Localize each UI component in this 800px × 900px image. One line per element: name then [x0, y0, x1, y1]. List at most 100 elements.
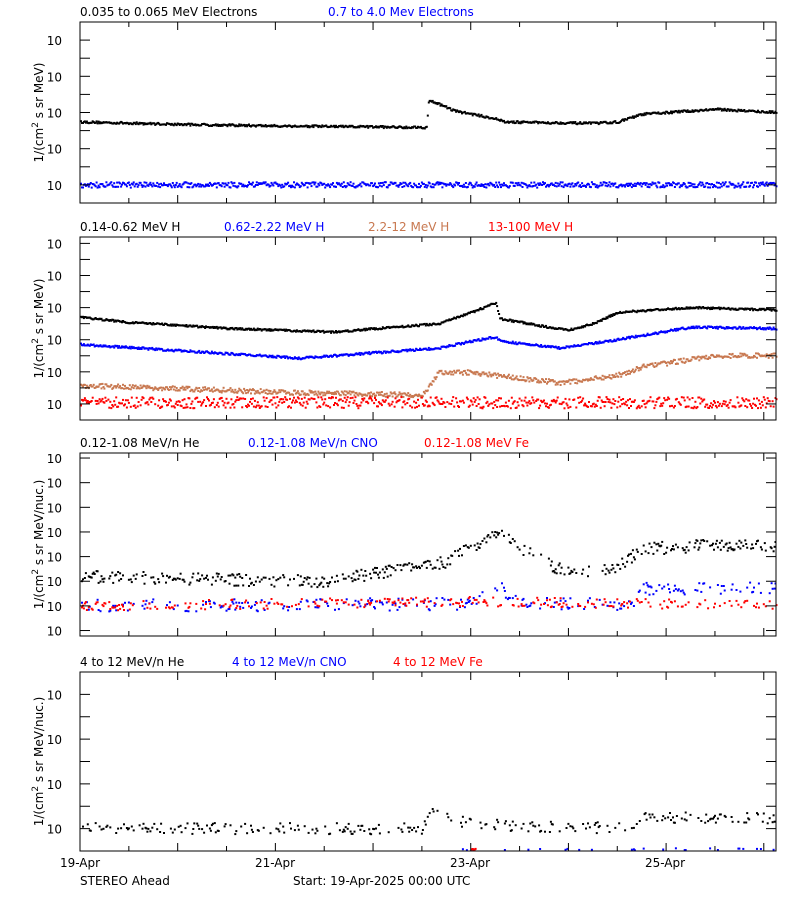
data-point — [238, 573, 241, 575]
data-point — [121, 121, 123, 124]
data-point — [377, 405, 379, 408]
data-point — [315, 392, 318, 395]
data-point — [763, 184, 766, 187]
data-point — [655, 365, 658, 368]
data-point — [581, 399, 584, 402]
data-point — [684, 360, 687, 363]
data-point — [352, 402, 355, 404]
data-point — [341, 186, 344, 188]
data-point — [511, 538, 514, 540]
data-point — [112, 185, 115, 188]
data-point — [149, 181, 152, 184]
data-point — [341, 573, 344, 576]
data-point — [316, 185, 319, 188]
data-point — [486, 535, 489, 538]
data-point — [450, 403, 453, 405]
data-point — [672, 589, 675, 592]
data-point — [452, 317, 455, 320]
data-point — [325, 404, 328, 407]
data-point — [389, 351, 392, 354]
data-point — [708, 183, 711, 185]
data-point — [217, 572, 220, 575]
data-point — [668, 397, 671, 400]
data-point — [626, 370, 629, 373]
data-point — [452, 186, 455, 189]
data-point — [691, 183, 694, 186]
data-point — [345, 398, 348, 401]
data-point — [155, 184, 158, 187]
data-point — [328, 396, 331, 399]
data-point — [580, 401, 583, 403]
data-point — [323, 577, 326, 580]
data-point — [477, 113, 480, 116]
data-point — [514, 122, 517, 124]
data-point — [277, 578, 280, 581]
data-point — [188, 386, 191, 388]
data-point — [767, 356, 770, 359]
data-point — [727, 355, 730, 358]
data-point — [729, 546, 732, 549]
data-point — [609, 339, 612, 342]
data-point — [430, 324, 433, 327]
data-point — [474, 183, 477, 186]
data-point — [242, 606, 245, 609]
data-point — [172, 184, 175, 187]
data-point — [540, 399, 543, 402]
data-point — [232, 574, 235, 577]
data-point — [631, 115, 634, 118]
data-point — [263, 609, 266, 611]
data-point — [354, 186, 357, 189]
data-point — [84, 399, 87, 402]
data-point — [324, 355, 327, 358]
data-point — [653, 366, 656, 368]
data-point — [297, 356, 300, 359]
data-point — [521, 378, 524, 381]
data-point — [233, 406, 236, 409]
data-point — [511, 340, 514, 343]
data-point — [306, 392, 309, 395]
data-point — [340, 406, 343, 409]
y-label-superscript: 2 — [31, 122, 41, 128]
data-point — [147, 348, 150, 351]
data-point — [185, 403, 188, 406]
data-point — [718, 308, 721, 311]
data-point — [436, 181, 439, 184]
data-point — [723, 403, 726, 406]
data-point — [112, 604, 115, 607]
data-point — [154, 386, 157, 389]
data-point — [377, 391, 379, 394]
data-point — [480, 373, 483, 376]
data-point — [574, 121, 577, 123]
data-point — [640, 185, 643, 188]
data-point — [577, 396, 580, 399]
data-point — [237, 390, 240, 393]
data-point — [416, 126, 418, 129]
data-point — [709, 308, 712, 311]
data-point — [383, 400, 386, 403]
data-point — [335, 330, 337, 332]
data-point — [254, 390, 257, 393]
data-point — [179, 572, 182, 575]
data-point — [460, 343, 462, 346]
data-point — [412, 126, 415, 129]
data-point — [710, 402, 713, 405]
data-point — [377, 393, 380, 396]
data-point — [369, 396, 372, 399]
data-point — [662, 184, 665, 187]
data-point — [694, 542, 697, 545]
data-point — [681, 547, 684, 550]
data-point — [283, 605, 286, 608]
data-point — [485, 402, 488, 405]
data-point — [335, 354, 337, 357]
data-point — [146, 384, 149, 387]
data-point — [725, 542, 728, 545]
data-point — [141, 185, 144, 188]
data-point — [607, 400, 610, 403]
data-point — [470, 184, 473, 187]
data-point — [233, 328, 236, 331]
y-label-text: s sr MeV) — [32, 63, 46, 123]
data-point — [400, 394, 403, 397]
data-point — [423, 392, 426, 395]
data-point — [525, 603, 528, 606]
data-point — [692, 407, 695, 410]
